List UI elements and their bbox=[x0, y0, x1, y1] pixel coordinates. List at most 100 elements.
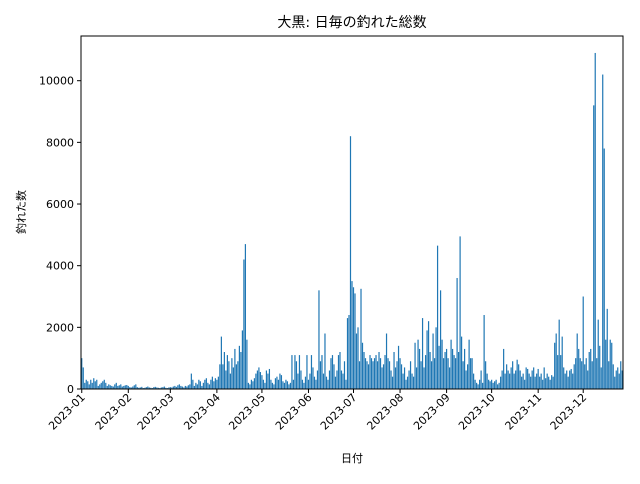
bar bbox=[87, 381, 89, 389]
bar bbox=[588, 352, 590, 389]
bar bbox=[154, 386, 156, 389]
bar bbox=[126, 384, 128, 389]
bar bbox=[99, 384, 101, 389]
bar bbox=[124, 385, 126, 389]
bar bbox=[596, 358, 598, 389]
bar bbox=[153, 387, 155, 389]
bar bbox=[301, 379, 304, 389]
bar bbox=[106, 385, 108, 389]
bar bbox=[337, 355, 340, 389]
bar bbox=[195, 382, 197, 389]
bar bbox=[467, 364, 469, 389]
bar bbox=[313, 376, 316, 389]
bar bbox=[273, 384, 275, 389]
bar bbox=[123, 385, 125, 389]
bar bbox=[578, 348, 580, 389]
bar bbox=[214, 378, 216, 389]
bar bbox=[456, 278, 458, 389]
bar bbox=[600, 367, 602, 389]
bar bbox=[360, 288, 362, 389]
bar bbox=[90, 379, 92, 389]
bar bbox=[503, 348, 505, 389]
bar bbox=[534, 376, 536, 389]
bar bbox=[252, 381, 254, 389]
bar bbox=[524, 379, 526, 389]
bar bbox=[396, 361, 398, 389]
bar bbox=[165, 387, 167, 389]
bar bbox=[234, 348, 236, 389]
bar bbox=[421, 318, 424, 389]
y-tick-label: 0 bbox=[67, 383, 74, 396]
bar bbox=[336, 370, 338, 389]
bar bbox=[582, 296, 584, 389]
bar bbox=[324, 333, 326, 389]
bar bbox=[354, 293, 356, 389]
bar bbox=[265, 370, 268, 389]
bar bbox=[527, 368, 529, 389]
bar bbox=[111, 385, 113, 389]
bar bbox=[486, 373, 488, 389]
bar bbox=[555, 333, 557, 389]
bar bbox=[370, 358, 373, 389]
x-tick-label: 2023-10 bbox=[456, 391, 498, 433]
bar bbox=[208, 384, 210, 389]
bar bbox=[118, 385, 120, 389]
bar bbox=[459, 236, 461, 389]
bar bbox=[255, 373, 257, 389]
bar bbox=[492, 382, 494, 389]
bar bbox=[501, 370, 503, 389]
bar bbox=[497, 384, 499, 389]
bar bbox=[531, 370, 533, 389]
bar bbox=[615, 370, 617, 389]
bar bbox=[569, 370, 571, 389]
bar bbox=[291, 355, 293, 389]
bar bbox=[515, 370, 517, 389]
bar bbox=[103, 379, 105, 389]
bar bbox=[504, 373, 506, 389]
bar bbox=[482, 382, 484, 389]
bar bbox=[485, 361, 487, 389]
bar bbox=[387, 358, 389, 389]
bar bbox=[256, 370, 259, 389]
bar bbox=[476, 382, 478, 389]
bar bbox=[590, 348, 592, 389]
bar bbox=[453, 355, 455, 389]
bar bbox=[462, 361, 464, 389]
bar bbox=[500, 376, 502, 389]
bar bbox=[415, 367, 418, 389]
bar bbox=[509, 373, 511, 389]
chart-title: 大黒: 日毎の釣れた総数 bbox=[277, 15, 426, 31]
bar bbox=[614, 376, 616, 389]
bar bbox=[207, 382, 209, 389]
bar bbox=[545, 378, 547, 389]
bar bbox=[554, 342, 556, 389]
bar bbox=[513, 373, 515, 389]
bar bbox=[321, 355, 323, 389]
bar bbox=[105, 382, 107, 389]
bar bbox=[381, 367, 383, 389]
bar bbox=[211, 376, 213, 389]
bar bbox=[319, 361, 322, 389]
bar bbox=[488, 379, 490, 389]
bar bbox=[591, 361, 593, 389]
bar bbox=[231, 358, 233, 389]
x-tick-label: 2023-11 bbox=[503, 391, 545, 433]
bar bbox=[297, 373, 299, 389]
bar bbox=[448, 367, 451, 389]
bar bbox=[264, 382, 266, 389]
bar bbox=[364, 358, 367, 389]
bar bbox=[283, 382, 286, 389]
bar bbox=[357, 327, 359, 389]
bar bbox=[495, 379, 497, 389]
bar bbox=[542, 379, 544, 389]
bar bbox=[162, 387, 164, 389]
bar bbox=[328, 370, 331, 389]
bar bbox=[312, 367, 314, 389]
bar bbox=[408, 370, 410, 389]
bar bbox=[390, 370, 392, 389]
bar bbox=[522, 373, 524, 389]
bar bbox=[436, 245, 439, 389]
bar bbox=[393, 352, 395, 389]
bar bbox=[373, 358, 376, 389]
